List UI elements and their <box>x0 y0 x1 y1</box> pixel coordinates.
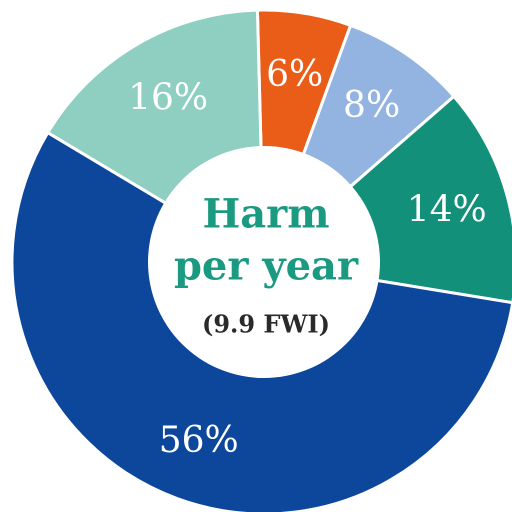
slices-group <box>10 8 512 512</box>
slice-label-14: 14% <box>407 189 487 230</box>
slice-labels-group: 6% 8% 14% 56% 16% <box>128 54 487 461</box>
center-subtitle: (9.9 FWI) <box>202 310 330 339</box>
center-hole <box>148 146 380 378</box>
center-title-line-2: per year <box>174 243 359 290</box>
slice-label-6: 6% <box>266 54 323 95</box>
slice-label-16: 16% <box>128 77 208 118</box>
slice-label-56: 56% <box>159 420 239 461</box>
center-title-line-1: Harm <box>202 191 329 238</box>
slice-label-8: 8% <box>343 85 400 126</box>
